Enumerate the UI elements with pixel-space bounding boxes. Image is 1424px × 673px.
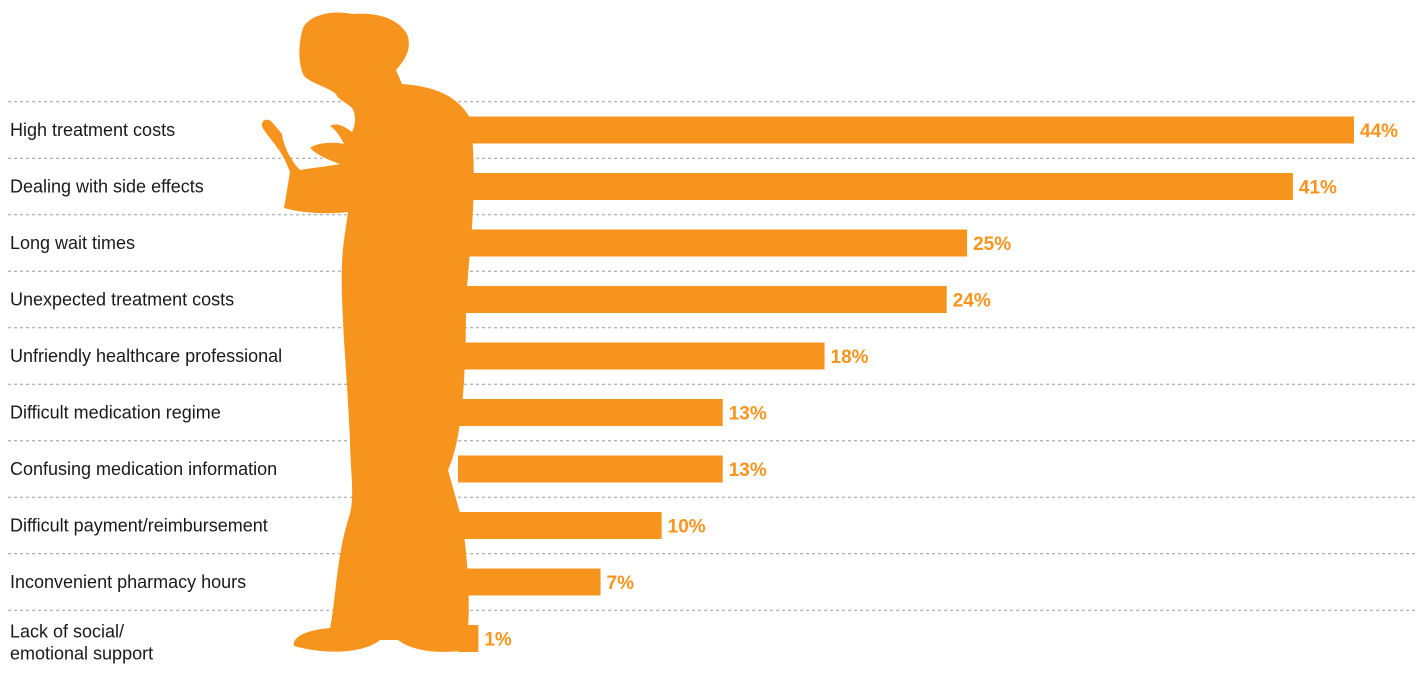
value-label: 25% xyxy=(973,234,1011,255)
gridlines xyxy=(8,101,1416,611)
bar xyxy=(458,399,723,426)
category-label-line: Confusing medication information xyxy=(10,459,277,479)
bar xyxy=(458,568,601,596)
category-label: Long wait times xyxy=(10,233,135,253)
category-label: Inconvenient pharmacy hours xyxy=(10,572,246,592)
category-label: Dealing with side effects xyxy=(10,177,204,197)
category-label-line: Long wait times xyxy=(10,233,135,253)
value-label: 13% xyxy=(729,404,767,425)
bar xyxy=(458,625,479,652)
category-label: Confusing medication information xyxy=(10,459,277,479)
category-label-line: emotional support xyxy=(10,644,153,664)
category-label-line: Difficult medication regime xyxy=(10,403,221,423)
man-silhouette xyxy=(261,12,474,652)
category-label-line: High treatment costs xyxy=(10,120,175,140)
value-labels: 44% 41% 25% 24% 18% 13% 13% 10% 7% 1% xyxy=(484,121,1398,651)
category-label: Lack of social/emotional support xyxy=(10,622,153,664)
category-label-line: Inconvenient pharmacy hours xyxy=(10,572,246,592)
category-label: High treatment costs xyxy=(10,120,175,140)
bar xyxy=(458,512,662,539)
bars xyxy=(458,116,1354,652)
bar xyxy=(458,229,968,257)
value-label: 24% xyxy=(953,291,991,312)
category-label: Unfriendly healthcare professional xyxy=(10,346,282,366)
bar xyxy=(458,455,723,483)
category-label-line: Lack of social/ xyxy=(10,622,124,642)
value-label: 10% xyxy=(668,517,706,538)
category-label: Unexpected treatment costs xyxy=(10,290,234,310)
value-label: 1% xyxy=(484,630,512,651)
category-label-line: Dealing with side effects xyxy=(10,177,204,197)
category-label-line: Difficult payment/reimbursement xyxy=(10,516,268,536)
value-label: 44% xyxy=(1360,121,1398,142)
bar xyxy=(458,116,1354,144)
value-label: 41% xyxy=(1299,178,1337,199)
value-label: 7% xyxy=(607,573,635,594)
bar xyxy=(458,342,825,370)
bar xyxy=(458,286,947,313)
man-silhouette-illustration xyxy=(261,12,474,652)
category-label: Difficult payment/reimbursement xyxy=(10,516,268,536)
category-label-line: Unfriendly healthcare professional xyxy=(10,346,282,366)
category-labels: High treatment costs Dealing with side ef… xyxy=(10,120,282,664)
value-label: 18% xyxy=(831,347,869,368)
category-label-line: Unexpected treatment costs xyxy=(10,290,234,310)
category-label: Difficult medication regime xyxy=(10,403,221,423)
value-label: 13% xyxy=(729,460,767,481)
bar xyxy=(458,173,1293,200)
